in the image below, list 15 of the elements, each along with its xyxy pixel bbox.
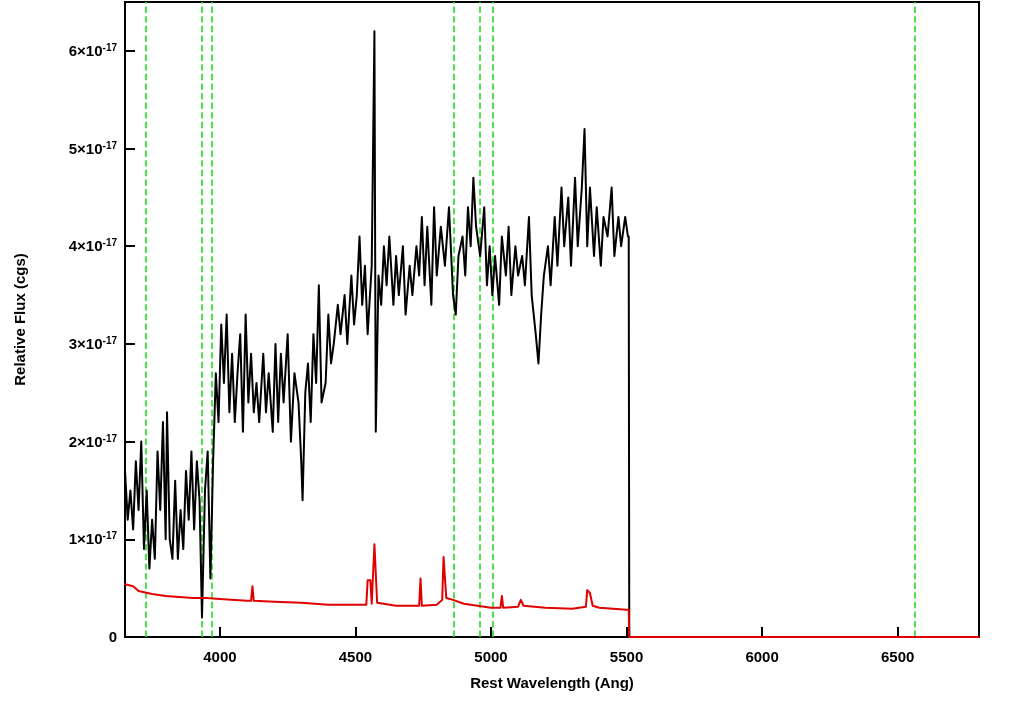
x-tick-label: 5000 (474, 648, 508, 665)
y-tick-label: 3×10$^{-17}$ (68, 334, 118, 352)
y-axis-title: Relative Flux (cgs) (11, 253, 28, 386)
y-tick-label: 4×10$^{-17}$ (68, 236, 118, 255)
x-tick-label: 4500 (338, 648, 373, 665)
x-tick-label: 6000 (745, 648, 779, 665)
x-tick-label: 4000 (203, 648, 237, 665)
x-axis-title: Rest Wavelength (Ang) (470, 674, 634, 691)
y-tick-label: 0 (108, 628, 117, 645)
y-tick-label: 6×10$^{-17}$ (68, 41, 118, 59)
y-tick-label: 1×10$^{-17}$ (68, 529, 118, 548)
y-tick-label: 5×10$^{-17}$ (68, 139, 118, 157)
y-tick-label: 2×10$^{-17}$ (68, 432, 118, 450)
x-tick-label: 6500 (880, 648, 915, 665)
x-tick-label: 5500 (609, 648, 644, 665)
